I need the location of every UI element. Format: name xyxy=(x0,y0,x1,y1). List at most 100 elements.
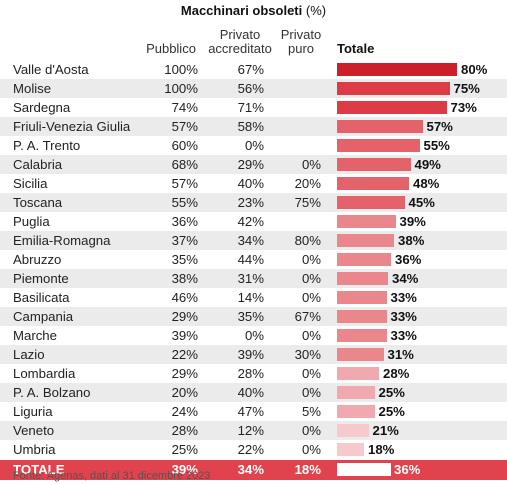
accreditato-cell: 0% xyxy=(244,328,264,343)
table-row: Emilia-Romagna 37% 34% 80% 38% xyxy=(0,231,507,250)
accreditato-cell: 40% xyxy=(237,176,264,191)
table-row: Liguria 24% 47% 5% 25% xyxy=(0,402,507,421)
table-row: Piemonte 38% 31% 0% 34% xyxy=(0,269,507,288)
pubblico-cell: 57% xyxy=(171,119,198,134)
pubblico-cell: 28% xyxy=(171,423,198,438)
accreditato-cell: 56% xyxy=(237,81,264,96)
total-bar xyxy=(337,139,420,152)
table-row: Sardegna 74% 71% 73% xyxy=(0,98,507,117)
pubblico-cell: 55% xyxy=(171,195,198,210)
puro-cell: 0% xyxy=(301,366,321,381)
table-row: P. A. Bolzano 20% 40% 0% 25% xyxy=(0,383,507,402)
puro-cell: 80% xyxy=(294,233,321,248)
total-value-label: 75% xyxy=(453,81,480,96)
header-puro: Privato puro xyxy=(278,28,324,56)
puro-cell xyxy=(280,117,321,136)
puro-cell xyxy=(280,98,321,117)
region-cell: Umbria xyxy=(13,442,56,457)
accreditato-cell: 35% xyxy=(237,309,264,324)
header-totale: Totale xyxy=(337,41,375,56)
total-bar xyxy=(337,253,391,266)
accreditato-cell: 14% xyxy=(237,290,264,305)
accreditato-cell: 39% xyxy=(237,347,264,362)
pubblico-cell: 100% xyxy=(164,62,198,77)
total-value-label: 33% xyxy=(390,328,417,343)
total-value-label: 39% xyxy=(399,214,426,229)
total-bar xyxy=(337,158,411,171)
table-row: Lazio 22% 39% 30% 31% xyxy=(0,345,507,364)
puro-cell: 0% xyxy=(301,328,321,343)
puro-cell: 30% xyxy=(294,347,321,362)
accreditato-cell: 28% xyxy=(237,366,264,381)
region-cell: Puglia xyxy=(13,214,50,229)
accreditato-cell: 34% xyxy=(237,233,264,248)
table-row: Friuli-Venezia Giulia 57% 58% 57% xyxy=(0,117,507,136)
region-cell: Basilicata xyxy=(13,290,70,305)
total-value-label: 38% xyxy=(398,233,425,248)
pubblico-cell: 100% xyxy=(164,81,198,96)
puro-cell: 0% xyxy=(301,157,321,172)
table-row: Sicilia 57% 40% 20% 48% xyxy=(0,174,507,193)
chart-title-unit: (%) xyxy=(302,3,327,18)
header-puro-line2: puro xyxy=(287,41,315,56)
table-row: Veneto 28% 12% 0% 21% xyxy=(0,421,507,440)
pubblico-cell: 29% xyxy=(171,366,198,381)
total-bar xyxy=(337,215,396,228)
puro-cell: 18% xyxy=(294,462,321,477)
table-row: Lombardia 29% 28% 0% 28% xyxy=(0,364,507,383)
region-cell: Lazio xyxy=(13,347,45,362)
accreditato-cell: 31% xyxy=(237,271,264,286)
region-cell: P. A. Trento xyxy=(13,138,81,153)
total-value-label: 21% xyxy=(372,423,399,438)
region-cell: Campania xyxy=(13,309,74,324)
pubblico-cell: 20% xyxy=(171,385,198,400)
data-table: Valle d'Aosta 100% 67% 80% Molise 100% 56% 75% S… xyxy=(0,60,507,480)
total-bar xyxy=(337,196,405,209)
region-cell: Piemonte xyxy=(13,271,69,286)
region-cell: P. A. Bolzano xyxy=(13,385,91,400)
total-bar xyxy=(337,63,457,76)
total-value-label: 36% xyxy=(394,462,421,477)
accreditato-cell: 23% xyxy=(237,195,264,210)
table-row: Molise 100% 56% 75% xyxy=(0,79,507,98)
pubblico-cell: 36% xyxy=(171,214,198,229)
total-bar xyxy=(337,82,450,95)
region-cell: Friuli-Venezia Giulia xyxy=(13,119,131,134)
total-bar xyxy=(337,177,409,190)
total-value-label: 45% xyxy=(408,195,435,210)
pubblico-cell: 46% xyxy=(171,290,198,305)
puro-cell: 0% xyxy=(301,442,321,457)
puro-cell: 20% xyxy=(294,176,321,191)
region-cell: Veneto xyxy=(13,423,55,438)
puro-cell: 0% xyxy=(301,423,321,438)
region-cell: Marche xyxy=(13,328,57,343)
accreditato-cell: 34% xyxy=(237,462,264,477)
table-row: Puglia 36% 42% 39% xyxy=(0,212,507,231)
region-cell: Valle d'Aosta xyxy=(13,62,89,77)
total-row: TOTALE 39% 34% 18% 36% xyxy=(0,460,507,480)
puro-cell xyxy=(280,212,321,231)
region-cell: Sicilia xyxy=(13,176,48,191)
region-cell: Calabria xyxy=(13,157,63,172)
total-value-label: 57% xyxy=(426,119,453,134)
region-cell: Sardegna xyxy=(13,100,71,115)
total-bar xyxy=(337,234,394,247)
accreditato-cell: 22% xyxy=(237,442,264,457)
region-cell: Toscana xyxy=(13,195,63,210)
pubblico-cell: 57% xyxy=(171,176,198,191)
table-row: P. A. Trento 60% 0% 55% xyxy=(0,136,507,155)
pubblico-cell: 74% xyxy=(171,100,198,115)
puro-cell: 0% xyxy=(301,271,321,286)
accreditato-cell: 71% xyxy=(237,100,264,115)
table-row: Campania 29% 35% 67% 33% xyxy=(0,307,507,326)
pubblico-cell: 39% xyxy=(171,328,198,343)
total-value-label: 36% xyxy=(395,252,422,267)
header-accreditato-line1: Privato xyxy=(219,27,261,42)
accreditato-cell: 40% xyxy=(237,385,264,400)
puro-cell: 67% xyxy=(294,309,321,324)
total-bar xyxy=(337,463,391,476)
accreditato-cell: 67% xyxy=(237,62,264,77)
region-cell: Lombardia xyxy=(13,366,76,381)
accreditato-cell: 0% xyxy=(244,138,264,153)
total-value-label: 55% xyxy=(423,138,450,153)
